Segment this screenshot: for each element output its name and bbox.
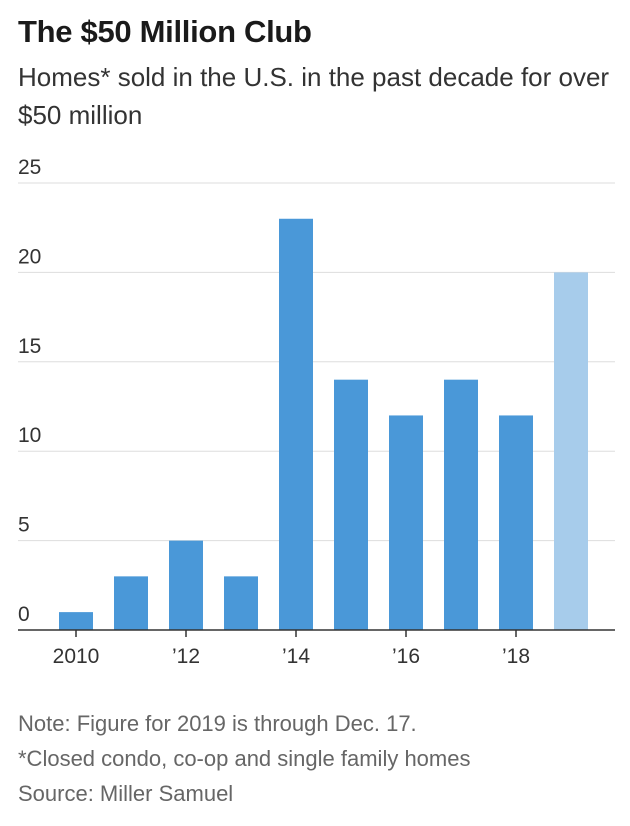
footnote-source: Source: Miller Samuel bbox=[18, 781, 234, 806]
x-tick-label: ’16 bbox=[392, 645, 420, 668]
y-tick-label: 20 bbox=[18, 245, 41, 268]
x-tick-label: ’14 bbox=[282, 645, 310, 668]
y-axis-ticks: 0 5 10 15 20 25 bbox=[18, 156, 41, 626]
chart-subtitle: Homes* sold in the U.S. in the past deca… bbox=[18, 62, 610, 130]
bar-2018 bbox=[499, 415, 533, 630]
x-axis-ticks: 2010 ’12 ’14 ’16 ’18 bbox=[18, 629, 615, 668]
bar-2012 bbox=[169, 540, 203, 630]
bar-2014 bbox=[279, 218, 313, 630]
bar-2015 bbox=[334, 379, 368, 630]
chart-title: The $50 Million Club bbox=[18, 14, 312, 49]
bar-2017 bbox=[444, 379, 478, 630]
x-tick-label: 2010 bbox=[53, 645, 100, 668]
bars bbox=[59, 218, 588, 630]
y-tick-label: 0 bbox=[18, 603, 30, 626]
y-tick-label: 5 bbox=[18, 514, 30, 537]
bar-chart: 0 5 10 15 20 25 2010 ’12 ’14 ’16 ’18 bbox=[18, 156, 615, 668]
bar-2010 bbox=[59, 612, 93, 630]
bar-2011 bbox=[114, 576, 148, 630]
x-tick-label: ’18 bbox=[502, 645, 530, 668]
footnote-note: Note: Figure for 2019 is through Dec. 17… bbox=[18, 711, 417, 736]
bar-2019 bbox=[554, 272, 588, 630]
footnotes: Note: Figure for 2019 is through Dec. 17… bbox=[18, 706, 618, 811]
footnote-definition: *Closed condo, co-op and single family h… bbox=[18, 746, 471, 771]
y-tick-label: 15 bbox=[18, 335, 41, 358]
bar-2013 bbox=[224, 576, 258, 630]
bar-2016 bbox=[389, 415, 423, 630]
x-tick-label: ’12 bbox=[172, 645, 200, 668]
y-tick-label: 10 bbox=[18, 424, 41, 447]
y-tick-label: 25 bbox=[18, 156, 41, 179]
